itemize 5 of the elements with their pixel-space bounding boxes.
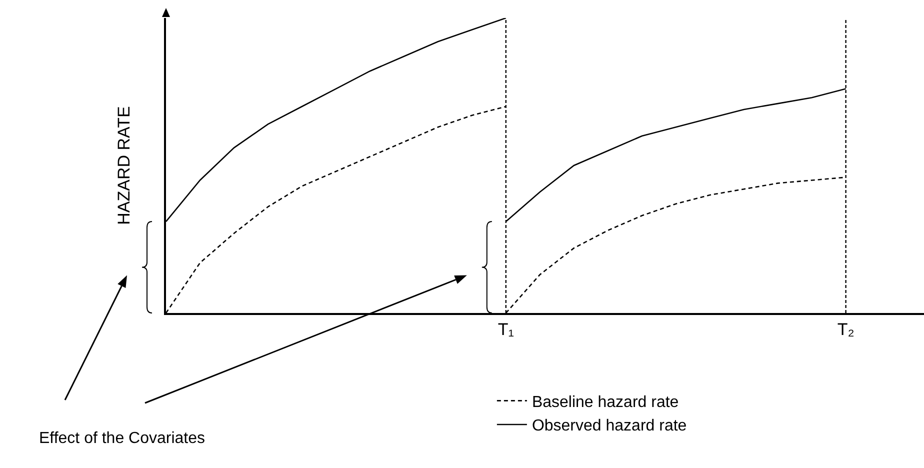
legend-label: Baseline hazard rate xyxy=(532,394,679,411)
y-axis-title: HAZARD RATE xyxy=(114,106,134,225)
x-tick-label: T₂ xyxy=(837,320,854,340)
text: Effect of the Covariates xyxy=(39,430,206,447)
x-tick-label: T₁ xyxy=(498,320,514,340)
